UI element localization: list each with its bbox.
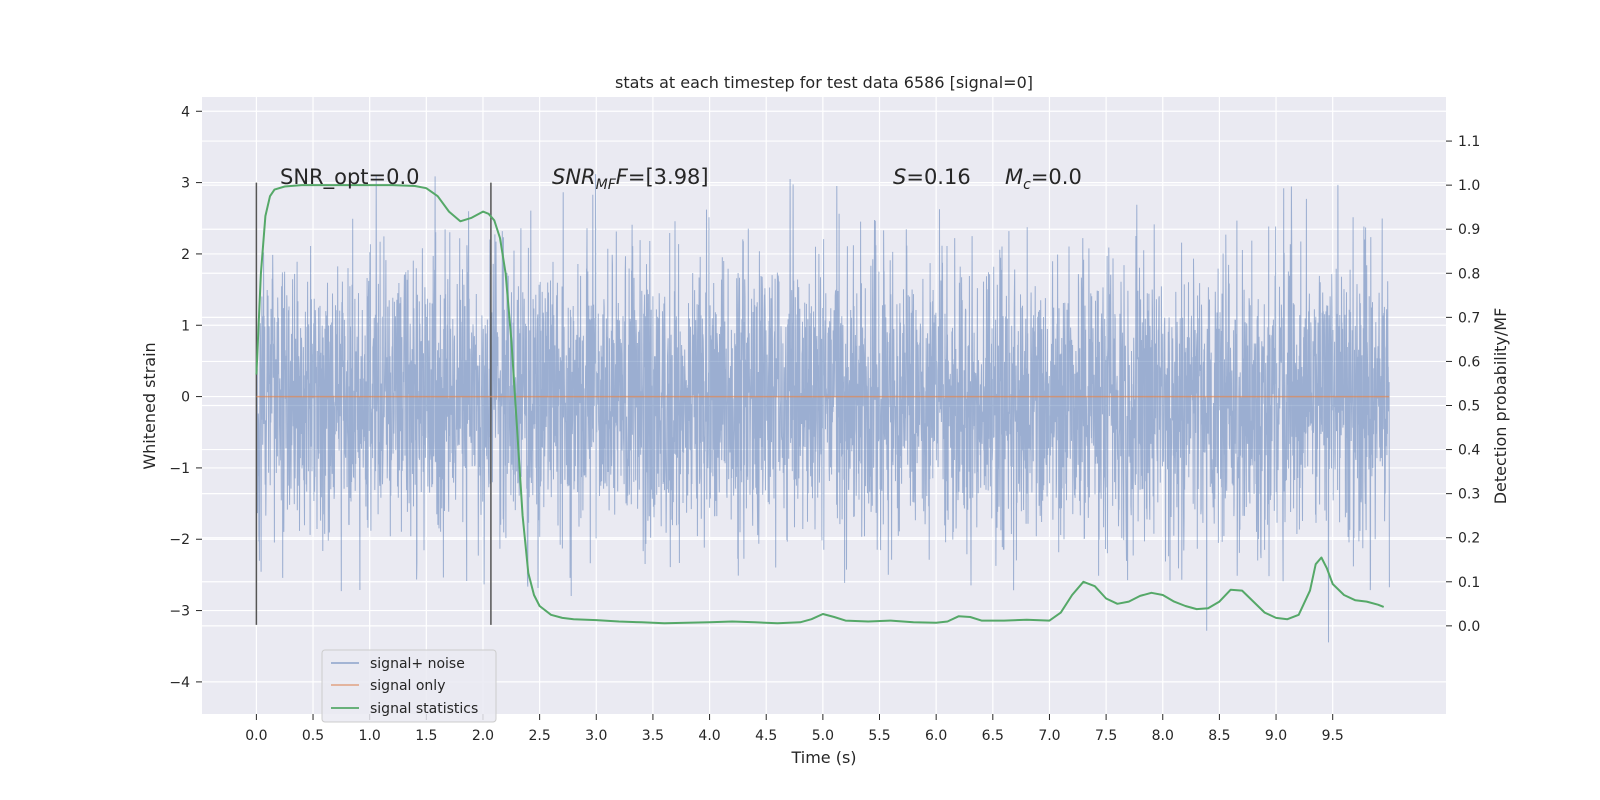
y2-tick-label: 0.7 (1458, 310, 1480, 326)
noise-series (255, 174, 1390, 643)
x-tick-label: 8.0 (1152, 728, 1174, 744)
y2-tick-label: 0.3 (1458, 487, 1480, 503)
x-tick-label: 0.0 (245, 728, 267, 744)
snr-mf-subscript: MF (596, 177, 617, 193)
y-tick-label: −2 (169, 532, 190, 548)
vertical-markers (255, 182, 492, 625)
y2-axis-ticks: 1.1 1.0 0.9 0.8 0.7 0.6 0.5 0.4 0.3 0.2 0.1 0.0 (1446, 134, 1480, 635)
y2-tick-label: 0.8 (1458, 266, 1480, 282)
x-tick-label: 8.5 (1208, 728, 1230, 744)
y-tick-label: 0 (181, 390, 190, 406)
y-tick-label: 3 (181, 176, 190, 192)
y2-tick-label: 0.5 (1458, 399, 1480, 415)
s-value: =0.16 (906, 165, 970, 189)
x-axis-label: Time (s) (790, 748, 856, 767)
x-tick-label: 3.0 (585, 728, 607, 744)
legend-label-statistics: signal statistics (370, 701, 478, 717)
y-tick-label: −1 (169, 461, 190, 477)
y2-tick-label: 0.2 (1458, 531, 1480, 547)
x-tick-label: 4.0 (698, 728, 720, 744)
x-tick-label: 5.5 (868, 728, 890, 744)
y2-tick-label: 0.0 (1458, 619, 1480, 635)
x-tick-label: 1.0 (359, 728, 381, 744)
annotations: SNR_opt=0.0 SNRMFF=[3.98] S=0.16 Mc=0.0 (280, 165, 1082, 193)
x-tick-label: 2.0 (472, 728, 494, 744)
x-tick-label: 5.0 (812, 728, 834, 744)
legend-box (321, 649, 497, 723)
y2-tick-label: 0.1 (1458, 575, 1480, 591)
y-axis-ticks: 4 3 2 1 0 −1 −2 −3 −4 (169, 104, 202, 691)
mc-annotation: Mc=0.0 (1005, 165, 1082, 193)
x-tick-label: 7.5 (1095, 728, 1117, 744)
y-axis-label: Whitened strain (140, 342, 159, 469)
legend-label-signal-only: signal only (370, 678, 445, 694)
snr-mf-annotation: SNRMFF=[3.98] (552, 165, 709, 193)
y-tick-label: −3 (169, 604, 190, 620)
x-tick-label: 4.5 (755, 728, 777, 744)
series-line-signal-statistics (255, 184, 1385, 625)
y2-tick-label: 0.9 (1458, 222, 1480, 238)
y-tick-label: 4 (181, 104, 190, 120)
x-tick-label: 9.5 (1322, 728, 1344, 744)
y-tick-label: −4 (169, 675, 190, 691)
mc-value: =0.0 (1031, 165, 1082, 189)
chart-title: stats at each timestep for test data 658… (615, 73, 1033, 92)
y2-tick-label: 0.4 (1458, 443, 1480, 459)
y2-tick-label: 1.0 (1458, 178, 1480, 194)
legend-label-noise: signal+ noise (370, 656, 465, 672)
snr-mf-symbol: SNR (552, 165, 596, 189)
s-symbol: S (893, 165, 906, 189)
mc-subscript: c (1023, 177, 1031, 193)
mc-symbol: M (1005, 165, 1023, 189)
snr-opt-annotation: SNR_opt=0.0 (280, 165, 420, 190)
y-tick-label: 2 (181, 247, 190, 263)
x-tick-label: 7.0 (1038, 728, 1060, 744)
x-tick-label: 9.0 (1265, 728, 1287, 744)
x-tick-label: 6.5 (982, 728, 1004, 744)
x-tick-label: 3.5 (642, 728, 664, 744)
y-tick-label: 1 (181, 318, 190, 334)
x-tick-label: 2.5 (528, 728, 550, 744)
x-axis-ticks: 0.0 0.5 1.0 1.5 2.0 2.5 3.0 3.5 4.0 4.5 5.0 5.5 6.0 6… (245, 714, 1344, 744)
snr-mf-value: =[3.98] (628, 165, 709, 189)
x-tick-label: 1.5 (415, 728, 437, 744)
series-line-signal-noise (255, 174, 1390, 643)
x-tick-label: 0.5 (302, 728, 324, 744)
y2-axis-label: Detection probability/MF (1491, 308, 1510, 505)
y2-tick-label: 1.1 (1458, 134, 1480, 150)
s-annotation: S=0.16 (893, 165, 971, 189)
x-tick-label: 6.0 (925, 728, 947, 744)
signal-statistics-series (255, 184, 1385, 625)
y2-tick-label: 0.6 (1458, 354, 1480, 370)
legend: signal+ noise signal only signal statist… (321, 649, 497, 723)
